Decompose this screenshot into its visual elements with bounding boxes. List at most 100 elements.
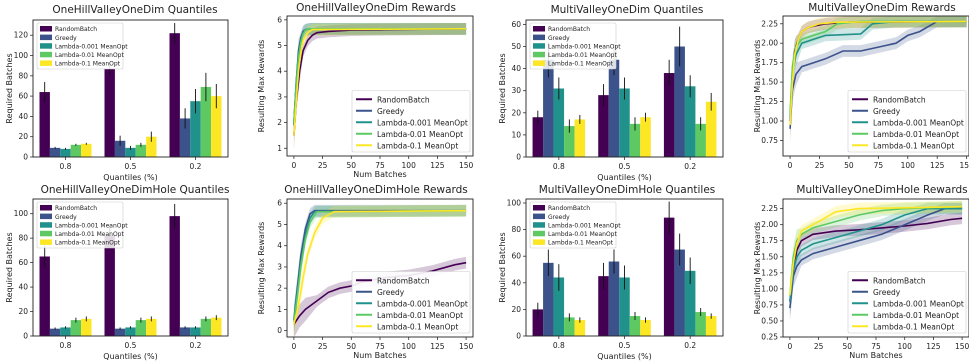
x-tick-label: 150 bbox=[959, 161, 969, 170]
x-tick-label: 50 bbox=[844, 161, 854, 170]
y-tick-label: 5 bbox=[277, 220, 282, 229]
legend-entry: Lambda-0.1 MeanOpt bbox=[377, 322, 458, 331]
legend-entry: Lambda-0.01 MeanOpt bbox=[873, 311, 959, 320]
axes-frame bbox=[525, 19, 724, 158]
y-axis-label: Resulting Max Rewards bbox=[257, 222, 266, 315]
y-tick-label: 0 bbox=[23, 332, 28, 341]
confidence-band bbox=[789, 200, 963, 309]
bar bbox=[532, 117, 544, 157]
bar bbox=[104, 235, 115, 336]
panel-p7: MultiValleyOneDimHole Quantiles 0 20 40 60 80… bbox=[498, 184, 724, 361]
y-tick-label: 20 bbox=[511, 108, 521, 117]
panel-title: OneHillValleyOneDim Rewards bbox=[296, 2, 456, 14]
bar bbox=[608, 59, 620, 157]
y-tick-label: 0 bbox=[23, 153, 28, 162]
y-tick-label: 0 bbox=[277, 326, 282, 335]
bar bbox=[553, 277, 565, 336]
x-tick-label: 75 bbox=[375, 342, 385, 351]
legend-entry: RandomBatch bbox=[548, 26, 590, 33]
x-tick-label: 0.8 bbox=[553, 162, 565, 171]
y-tick-label: 1.25 bbox=[761, 97, 778, 106]
y-tick-label: 0.50 bbox=[761, 316, 778, 325]
legend-entry: Lambda-0.001 MeanOpt bbox=[377, 299, 468, 308]
x-tick-label: 25 bbox=[815, 161, 825, 170]
series-line bbox=[789, 207, 963, 309]
legend-swatch bbox=[40, 213, 52, 220]
x-tick-label: 0.8 bbox=[60, 341, 72, 350]
bar bbox=[564, 126, 575, 157]
bar bbox=[39, 256, 50, 336]
bar bbox=[663, 73, 675, 157]
x-tick-label: 25 bbox=[814, 342, 824, 351]
y-tick-label: 120 bbox=[14, 31, 29, 40]
series-line bbox=[293, 28, 467, 136]
x-tick-label: 0 bbox=[787, 342, 792, 351]
series-line bbox=[293, 209, 467, 325]
legend-swatch bbox=[40, 222, 52, 228]
x-tick-label: 100 bbox=[402, 342, 417, 351]
y-tick-label: 1.50 bbox=[761, 78, 778, 87]
y-tick-label: 6 bbox=[277, 15, 282, 24]
y-tick-label: 60 bbox=[18, 92, 28, 101]
panel-p4: MultiValleyOneDim Rewards 0.75 1.00 1.25 1.5… bbox=[753, 2, 969, 170]
x-tick-label: 0.2 bbox=[190, 162, 202, 171]
x-axis-label: Quantiles (%) bbox=[103, 352, 157, 361]
bar bbox=[60, 327, 71, 336]
y-axis-label: Required Batches bbox=[5, 53, 14, 123]
panel-title: MultiValleyOneDimHole Quantiles bbox=[539, 184, 716, 196]
x-tick-label: 75 bbox=[871, 342, 881, 351]
y-tick-label: 4 bbox=[277, 241, 282, 250]
y-tick-label: 40 bbox=[18, 283, 28, 292]
bar bbox=[135, 320, 147, 336]
legend-entry: RandomBatch bbox=[55, 205, 97, 212]
y-axis-label: Resulting Max Rewards bbox=[753, 40, 762, 133]
axes-frame bbox=[286, 198, 474, 338]
legend-entry: Lambda-0.001 MeanOpt bbox=[548, 43, 621, 50]
y-tick-label: 100 bbox=[14, 209, 29, 218]
bar bbox=[60, 148, 71, 157]
bar bbox=[114, 328, 126, 336]
y-tick-label: 60 bbox=[511, 252, 521, 261]
bar bbox=[211, 96, 222, 157]
legend-entry: Greedy bbox=[873, 288, 901, 297]
legend-entry: RandomBatch bbox=[377, 95, 430, 104]
panel-p8: MultiValleyOneDimHole Rewards 0.25 0.50 0.7… bbox=[753, 184, 969, 360]
legend-box bbox=[351, 90, 471, 153]
confidence-band bbox=[790, 16, 967, 127]
axes-frame bbox=[782, 15, 969, 157]
y-tick-label: 60 bbox=[511, 20, 521, 29]
legend-entry: Greedy bbox=[873, 107, 901, 116]
bar bbox=[190, 101, 201, 157]
bar bbox=[695, 123, 706, 157]
y-tick-label: 40 bbox=[18, 112, 28, 121]
legend-entry: Lambda-0.001 MeanOpt bbox=[548, 222, 621, 229]
y-tick-label: 30 bbox=[511, 86, 521, 95]
legend-box bbox=[529, 201, 617, 249]
series-line bbox=[789, 20, 967, 125]
confidence-band bbox=[790, 16, 967, 143]
axes-frame bbox=[32, 198, 229, 337]
y-tick-label: 1 bbox=[277, 305, 282, 314]
series-line bbox=[789, 217, 963, 302]
bar bbox=[135, 144, 147, 157]
x-tick-label: 0.2 bbox=[684, 341, 696, 350]
bar bbox=[39, 92, 50, 157]
x-tick-label: 150 bbox=[459, 161, 474, 170]
legend-swatch bbox=[533, 60, 545, 66]
bar bbox=[553, 88, 565, 157]
legend-swatch bbox=[40, 51, 52, 58]
y-tick-label: 100 bbox=[507, 198, 522, 207]
x-tick-label: 100 bbox=[901, 161, 916, 170]
y-tick-label: 80 bbox=[511, 225, 521, 234]
legend-entry: Greedy bbox=[55, 214, 77, 221]
bar bbox=[684, 86, 696, 157]
y-tick-label: 40 bbox=[511, 278, 521, 287]
series-line bbox=[789, 205, 963, 296]
x-tick-label: 125 bbox=[926, 342, 941, 351]
y-tick-label: 0.75 bbox=[761, 300, 778, 309]
x-axis-label: Num Batches bbox=[353, 170, 406, 179]
bar bbox=[81, 318, 92, 336]
x-tick-label: 0.2 bbox=[190, 341, 202, 350]
panel-title: OneHillValleyOneDimHole Rewards bbox=[284, 184, 468, 196]
bar bbox=[640, 320, 651, 336]
